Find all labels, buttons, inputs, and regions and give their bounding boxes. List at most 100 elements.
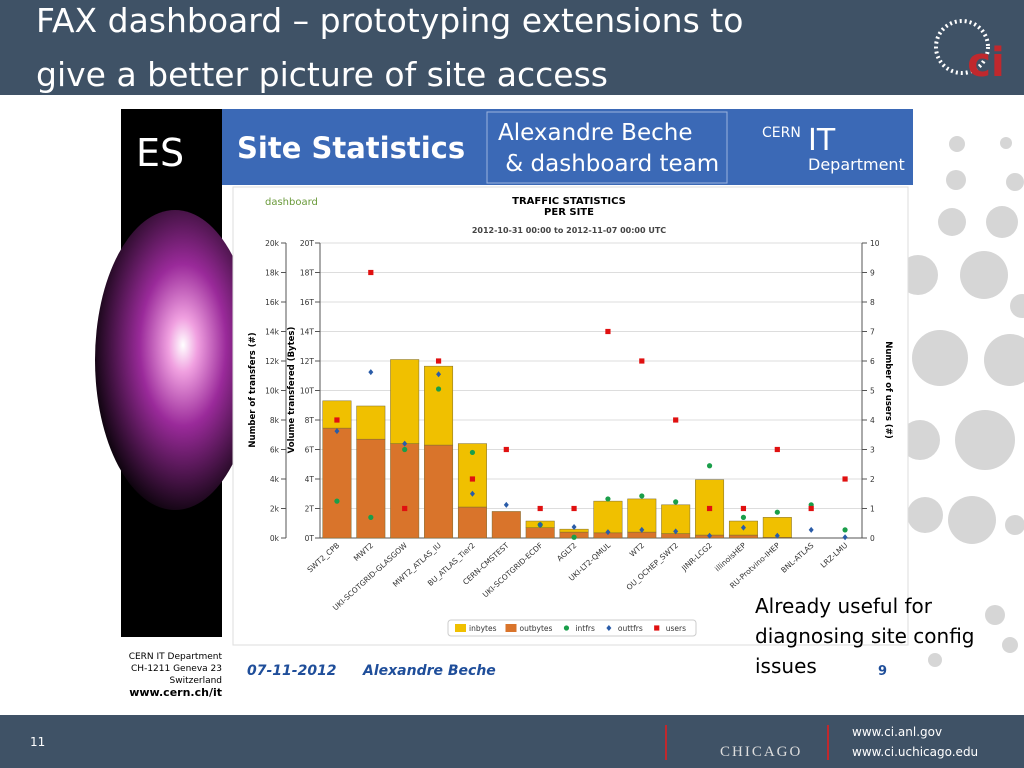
plasma	[95, 210, 255, 510]
point	[673, 417, 679, 423]
point	[503, 501, 509, 508]
y-axis-label: Number of transfers (#)	[248, 332, 258, 447]
chart-title: PER SITE	[544, 207, 594, 218]
link: www.ci.uchicago.edu	[852, 745, 978, 759]
y-tick-label: 4k	[270, 475, 280, 484]
slide-number: 11	[30, 735, 45, 749]
chart-subtitle: 2012-10-31 00:00 to 2012-11-07 00:00 UTC	[472, 226, 666, 235]
point	[402, 440, 408, 447]
y-tick-label: 20k	[265, 239, 280, 248]
decor	[898, 136, 1024, 667]
point	[402, 505, 408, 512]
point	[571, 523, 577, 530]
point	[605, 496, 611, 502]
page: 9	[878, 664, 887, 679]
authors: Alexandre Beche	[498, 120, 692, 146]
volume-tick-label: 16T	[300, 298, 315, 307]
point	[402, 446, 408, 453]
y-tick-label: 0k	[270, 534, 280, 543]
y-tick-label: 18k	[265, 269, 280, 278]
banner	[222, 109, 913, 185]
legend-swatch	[505, 624, 517, 632]
note: issues	[755, 654, 817, 678]
point	[774, 509, 780, 515]
y2-tick-label: 2	[870, 475, 875, 484]
y2-tick-label: 6	[870, 357, 875, 366]
banner-heading: Site Statistics	[237, 131, 465, 165]
bar	[322, 400, 352, 429]
bar	[593, 500, 623, 534]
volume-tick-label: 2T	[305, 505, 315, 514]
slide-title: FAX dashboard – prototyping extensions t…	[36, 1, 743, 40]
point	[368, 269, 374, 276]
point	[334, 417, 340, 423]
bar	[424, 365, 454, 446]
slide-title: give a better picture of site access	[36, 55, 608, 94]
point	[469, 476, 476, 482]
volume-tick-label: 20T	[300, 239, 315, 248]
chart-brand: dashboard	[265, 197, 318, 208]
volume-tick-label: 12T	[300, 357, 315, 366]
volume-tick-label: 14T	[300, 328, 315, 337]
point	[334, 428, 340, 435]
point	[639, 493, 645, 499]
point	[706, 463, 713, 469]
point	[639, 358, 645, 364]
point	[774, 532, 780, 539]
point	[706, 505, 713, 512]
y-tick-label: 6k	[270, 446, 280, 455]
note: Already useful for	[755, 594, 933, 618]
point	[334, 498, 340, 504]
bar	[457, 506, 487, 539]
bar	[627, 498, 657, 533]
y2-tick-label: 3	[870, 446, 875, 455]
address: CH-1211 Geneva 23	[131, 664, 222, 674]
y2-axis-label: Number of users (#)	[883, 341, 893, 439]
department: Department	[808, 155, 905, 174]
point	[469, 449, 476, 456]
point	[774, 446, 780, 453]
bar	[728, 534, 758, 539]
point	[673, 499, 679, 505]
point	[469, 490, 475, 497]
legend-label: intfrs	[575, 624, 595, 633]
y-tick-label: 10k	[265, 387, 280, 396]
y-tick-label: 8k	[270, 416, 280, 425]
point	[707, 532, 713, 539]
bar	[627, 531, 657, 539]
point	[808, 526, 814, 533]
it: IT	[808, 123, 836, 158]
url: www.cern.ch/it	[129, 686, 222, 699]
point	[842, 527, 848, 533]
y2-tick-label: 8	[870, 298, 875, 307]
bar	[390, 359, 420, 444]
title-bar	[0, 0, 1024, 95]
bar	[356, 405, 386, 440]
volume-tick-label: 8T	[305, 416, 315, 425]
point	[740, 514, 747, 520]
point	[503, 446, 509, 453]
university: CHICAGO	[720, 744, 802, 760]
point	[571, 534, 577, 540]
banner-es: ES	[136, 131, 184, 175]
point	[654, 625, 660, 631]
point	[842, 476, 848, 482]
bar	[424, 444, 454, 539]
point	[842, 534, 848, 541]
y2-tick-label: 9	[870, 269, 875, 278]
y2-tick-label: 7	[870, 328, 875, 337]
date: 07-11-2012	[247, 663, 337, 679]
legend-label: outbytes	[520, 624, 553, 633]
point	[673, 528, 679, 535]
chart-title: TRAFFIC STATISTICS	[512, 196, 626, 207]
bar	[491, 511, 521, 539]
point	[368, 369, 374, 376]
point	[740, 524, 746, 531]
note: diagnosing site config	[755, 624, 975, 648]
volume-tick-label: 10T	[300, 387, 315, 396]
bar	[322, 427, 352, 539]
authors: & dashboard team	[498, 151, 719, 177]
point	[435, 386, 442, 392]
legend-label: outtfrs	[618, 624, 643, 633]
